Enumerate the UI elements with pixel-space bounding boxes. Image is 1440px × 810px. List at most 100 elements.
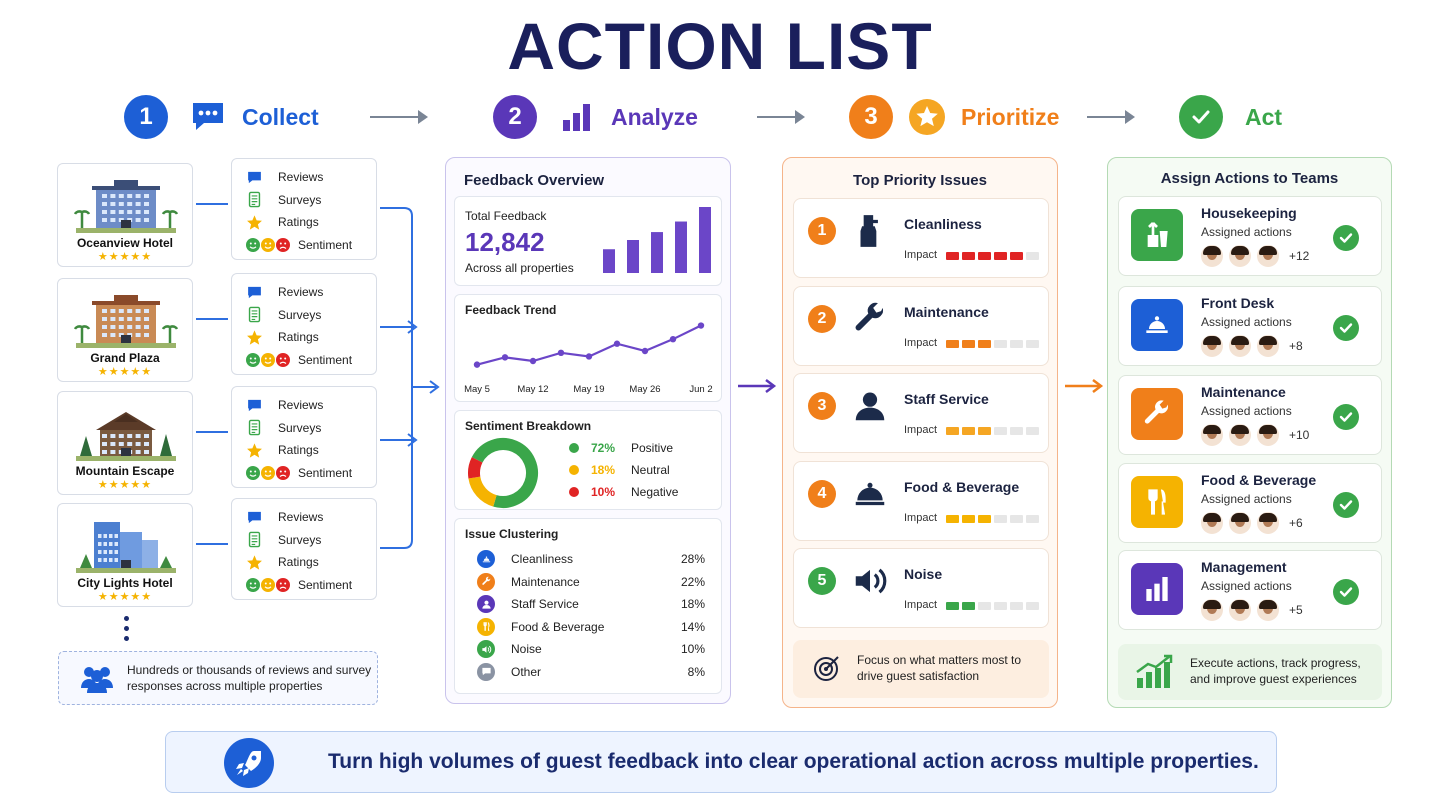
sentiment-pct: 72%	[591, 441, 616, 455]
banner-text: Turn high volumes of guest feedback into…	[328, 750, 1259, 773]
rocket-icon	[224, 738, 274, 788]
act-footer: Execute actions, track progress, and imp…	[1118, 644, 1382, 700]
avatar	[1229, 245, 1251, 267]
source-row: Reviews	[246, 507, 323, 527]
wrench-icon	[1131, 388, 1183, 440]
avatar	[1257, 599, 1279, 621]
impact-segment	[994, 602, 1007, 610]
hotel-name: Grand Plaza	[90, 351, 160, 365]
chat-icon	[246, 397, 268, 414]
priority-number: 2	[808, 305, 836, 333]
survey-icon	[246, 191, 268, 208]
source-row: Reviews	[246, 395, 323, 415]
trend-tick-label: May 12	[517, 384, 548, 395]
impact-segment	[994, 340, 1007, 348]
priority-card: 3 Staff Service Impact	[793, 373, 1049, 453]
impact-segment	[1026, 427, 1039, 435]
connector-lines	[380, 207, 440, 549]
sentiment-faces-icon	[246, 352, 290, 367]
hotel-card: Grand Plaza ★★★★★	[57, 278, 193, 382]
sentiment-donut	[468, 438, 538, 508]
star-icon	[246, 329, 268, 346]
priority-name: Food & Beverage	[904, 479, 1020, 495]
avatar	[1229, 599, 1251, 621]
team-sub: Assigned actions	[1201, 225, 1292, 239]
trend-point	[557, 349, 565, 357]
trend-point	[473, 361, 481, 368]
trend-tick-label: May 19	[573, 384, 604, 395]
source-label: Ratings	[278, 215, 319, 229]
trend-point	[585, 353, 593, 360]
sentiment-title: Sentiment Breakdown	[465, 419, 592, 433]
impact-segment	[1010, 602, 1023, 610]
team-card: Management Assigned actions +5	[1118, 550, 1382, 630]
source-label: Surveys	[278, 307, 322, 322]
priority-name: Staff Service	[904, 391, 989, 407]
speaker-icon	[850, 559, 890, 603]
page-title: ACTION LIST	[507, 9, 933, 83]
connector-line	[196, 203, 228, 205]
impact-label: Impact	[904, 599, 938, 611]
source-row: Surveys	[246, 418, 321, 438]
cleaning-icon	[1131, 209, 1183, 261]
cluster-label: Maintenance	[511, 574, 580, 589]
cluster-row: Other 8%	[477, 662, 705, 682]
impact-segment	[1010, 340, 1023, 348]
sentiment-faces-icon	[246, 237, 290, 252]
impact-label: Impact	[904, 424, 938, 436]
avatar	[1201, 512, 1223, 534]
priority-card: 5 Noise Impact	[793, 548, 1049, 628]
clustering-card: Issue Clustering Cleanliness 28% Maintenan…	[454, 518, 722, 694]
team-name: Maintenance	[1201, 384, 1286, 400]
arrow-icon	[738, 379, 777, 393]
extra-count: +12	[1289, 249, 1310, 263]
impact-segment	[978, 602, 991, 610]
feedback-bar	[603, 249, 615, 273]
impact-segment	[1010, 252, 1023, 260]
assignee-avatars: +6	[1201, 512, 1303, 534]
avatar	[1201, 245, 1223, 267]
hotel-stars: ★★★★★	[97, 479, 153, 491]
priority-card: 1 Cleanliness Impact	[793, 198, 1049, 278]
cluster-pct: 28%	[680, 552, 705, 566]
hotel-stars: ★★★★★	[97, 366, 153, 378]
impact-segment	[962, 427, 975, 435]
team-sub: Assigned actions	[1201, 315, 1292, 329]
connector-line	[196, 543, 228, 545]
trend-point	[501, 354, 509, 361]
trend-point	[529, 357, 537, 365]
impact-segment	[946, 515, 959, 523]
source-row: Ratings	[246, 552, 319, 572]
hotel-sign: HOTEL	[112, 174, 136, 181]
cluster-row: Maintenance 22%	[477, 572, 705, 592]
legend-dot	[569, 443, 579, 453]
impact-segment	[962, 602, 975, 610]
avatar	[1257, 335, 1279, 357]
extra-count: +5	[1289, 603, 1303, 617]
cluster-pct: 22%	[680, 574, 705, 589]
impact-segment	[994, 252, 1007, 260]
team-card: Front Desk Assigned actions +8	[1118, 286, 1382, 366]
source-label: Ratings	[278, 555, 319, 569]
trend-title: Feedback Trend	[465, 303, 557, 317]
source-label: Reviews	[278, 170, 324, 184]
avatar	[1257, 512, 1279, 534]
wrench-icon	[850, 297, 890, 341]
connector-line	[196, 431, 228, 433]
hotel-card: HOTEL Oceanview Hotel ★★★★★	[57, 163, 193, 267]
check-icon	[1333, 315, 1359, 341]
growth-chart-icon	[1134, 654, 1174, 695]
hotel-illustration	[73, 172, 179, 234]
trend-line-chart: May 5 May 12 May 19 May 26 Jun 2	[464, 322, 713, 395]
team-name: Management	[1201, 559, 1287, 575]
cluster-row: Staff Service 18%	[477, 594, 705, 614]
impact-label: Impact	[904, 337, 938, 349]
team-card: Maintenance Assigned actions +10	[1118, 375, 1382, 455]
impact-segment	[1026, 602, 1039, 610]
impact-segment	[978, 515, 991, 523]
total-feedback-card: Total Feedback 12,842 Across all propert…	[454, 196, 722, 286]
cloche-icon	[850, 472, 890, 516]
arrow-icon	[1087, 110, 1135, 124]
step-label: Act	[1245, 103, 1283, 130]
hotel-name: Mountain Escape	[75, 464, 175, 478]
